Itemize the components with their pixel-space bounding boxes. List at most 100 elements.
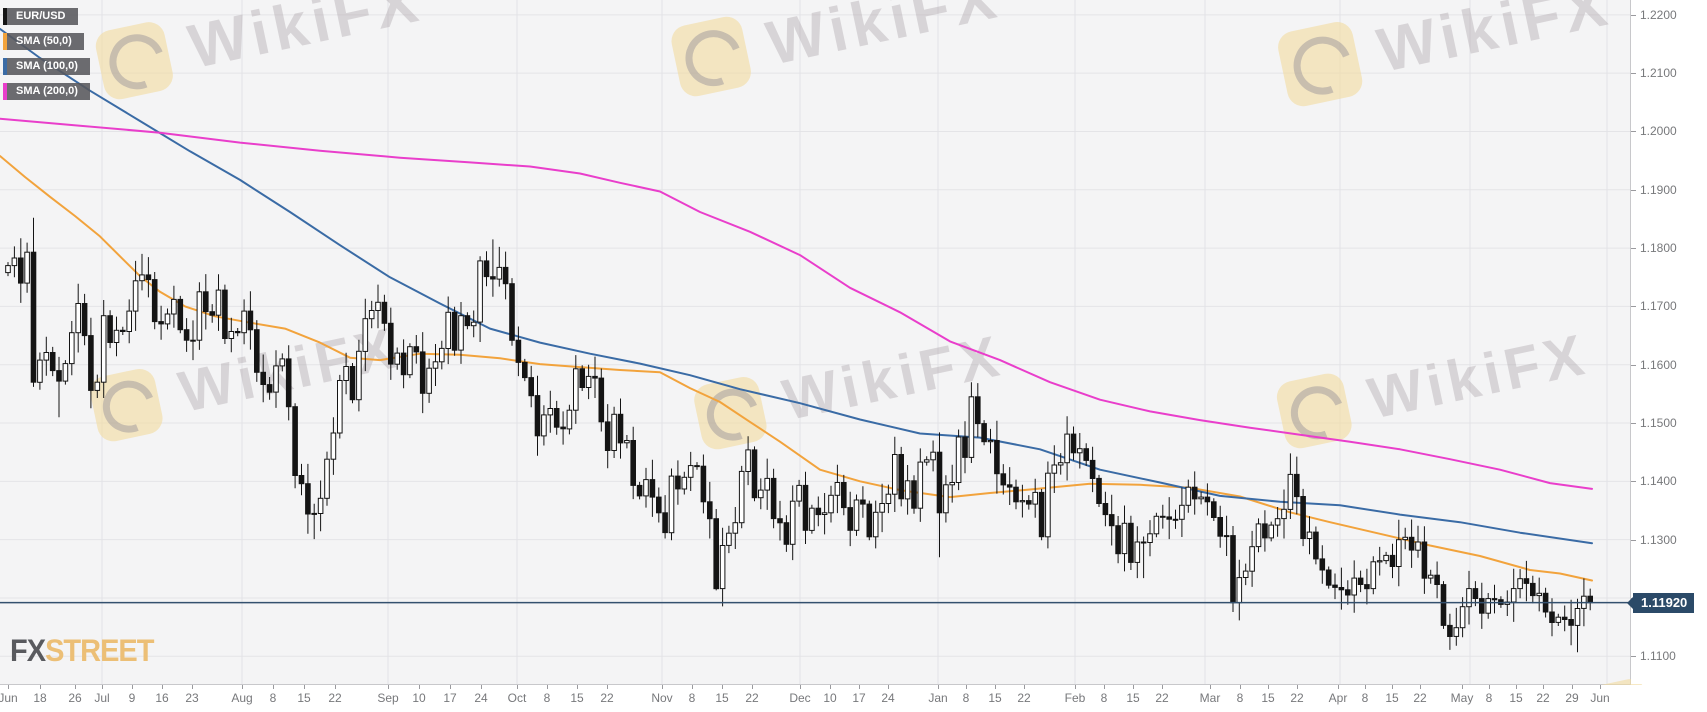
candle-down	[1211, 501, 1217, 518]
candle-up	[547, 408, 554, 416]
time-tick-dash	[938, 685, 939, 689]
candle-up	[5, 265, 11, 274]
time-tick-dash	[304, 685, 305, 689]
price-label-arrow-icon	[1627, 596, 1633, 609]
candlestick-chart-plot-area[interactable]: WikiFX WikiFX WikiFX WikiFX WikiFX WikiFX EUR…	[0, 0, 1631, 685]
candle-up	[241, 310, 247, 334]
candle-up	[917, 461, 924, 509]
price-tick-label: 1.2000	[1640, 124, 1677, 139]
candle-up	[190, 339, 196, 342]
candle-down	[1262, 523, 1268, 539]
candle-up	[215, 289, 222, 316]
candle-up	[872, 511, 879, 538]
time-tick-label: 8	[962, 691, 970, 705]
candle-down	[260, 371, 266, 385]
time-tick-label: 22	[328, 691, 342, 705]
time-tick-label: 10	[412, 691, 426, 705]
candle-down	[700, 465, 707, 503]
time-tick-label: 22	[1290, 691, 1304, 705]
candle-down	[1421, 541, 1428, 579]
time-tick-label: 9	[128, 691, 136, 705]
candle-up	[1249, 546, 1255, 572]
chart-gridlines	[0, 0, 1630, 684]
candle-down	[553, 408, 560, 428]
candle-up	[432, 361, 439, 369]
candle-up	[1045, 472, 1051, 538]
candle-up	[732, 522, 739, 534]
tick-dash	[1631, 248, 1636, 250]
time-tick-label: Dec	[789, 691, 811, 705]
candle-up	[1179, 504, 1185, 520]
time-tick-label: Jul	[94, 691, 110, 705]
time-tick-label: 22	[1413, 691, 1427, 705]
time-tick-label: Feb	[1064, 691, 1086, 705]
candle-up	[1510, 588, 1517, 603]
candle-down	[815, 507, 822, 516]
candle-down	[962, 436, 968, 458]
candle-up	[809, 507, 815, 531]
time-axis[interactable]: Jun 18 26 Jul 9 16 23 Aug 8 15 22 Sep 10 17 24 Oct 8 15 22…	[0, 685, 1707, 712]
price-tick-label: 1.1400	[1640, 474, 1677, 489]
candle-up	[470, 321, 477, 327]
candle-down	[1096, 477, 1102, 504]
candle-down	[298, 475, 305, 485]
candle-up	[1147, 533, 1153, 543]
candle-up	[624, 440, 630, 444]
candle-down	[451, 311, 458, 351]
sma-line-500	[0, 155, 1593, 582]
legend-item-symbol[interactable]: EUR/USD	[3, 8, 78, 25]
candle-up	[1517, 578, 1523, 590]
candle-up	[566, 409, 573, 430]
time-tick-dash	[859, 685, 860, 689]
time-tick-label: Jan	[928, 691, 948, 705]
time-tick-label: 26	[68, 691, 82, 705]
price-axis-tick: 1.2100	[1631, 66, 1707, 80]
legend-item-sma50[interactable]: SMA (50,0)	[3, 33, 84, 50]
candle-down	[604, 421, 611, 451]
candle-up	[1019, 500, 1026, 503]
candle-up	[343, 366, 349, 381]
candle-down	[56, 370, 62, 382]
candle-down	[400, 352, 407, 376]
time-tick-label: 8	[1485, 691, 1493, 705]
price-axis-tick: 1.1100	[1631, 649, 1707, 663]
candle-down	[1568, 619, 1574, 626]
candle-down	[1166, 516, 1173, 520]
candle-up	[821, 512, 828, 515]
candle-down	[158, 321, 164, 325]
candle-down	[1587, 595, 1594, 604]
price-axis[interactable]: 1.2200 1.2100 1.2000 1.1900 1.1800 1.1700 1.16…	[1627, 0, 1707, 684]
candle-up	[643, 479, 649, 497]
time-tick-dash	[102, 685, 103, 689]
legend-item-sma100[interactable]: SMA (100,0)	[3, 58, 90, 75]
candle-up	[273, 365, 279, 393]
time-tick-label: 29	[1565, 691, 1579, 705]
candle-up	[1185, 486, 1192, 506]
candle-up	[1396, 539, 1402, 568]
candle-up	[1370, 561, 1377, 590]
candle-down	[1332, 584, 1338, 588]
time-tick-dash	[1104, 685, 1105, 689]
price-axis-tick: 1.1300	[1631, 533, 1707, 547]
candle-down	[1364, 584, 1370, 590]
candle-up	[853, 499, 860, 531]
candle-down	[777, 518, 783, 524]
time-tick-dash	[830, 685, 831, 689]
candle-up	[1536, 592, 1543, 597]
candle-down	[694, 465, 700, 468]
candle-up	[496, 266, 503, 280]
candle-down	[1434, 574, 1440, 586]
time-tick-label: Jun	[1590, 691, 1610, 705]
sma100-label: SMA (100,0)	[16, 60, 78, 72]
candle-up	[758, 489, 764, 499]
candle-down	[177, 298, 184, 331]
candle-down	[975, 396, 981, 425]
candle-up	[1459, 606, 1466, 629]
legend-item-sma200[interactable]: SMA (200,0)	[3, 83, 90, 100]
tick-dash	[1631, 73, 1636, 75]
fxstreet-logo: FXSTREET	[10, 634, 154, 670]
candle-down	[560, 426, 566, 430]
candle-down	[847, 507, 854, 531]
price-tick-label: 1.2100	[1640, 66, 1677, 81]
candle-down	[234, 331, 241, 334]
